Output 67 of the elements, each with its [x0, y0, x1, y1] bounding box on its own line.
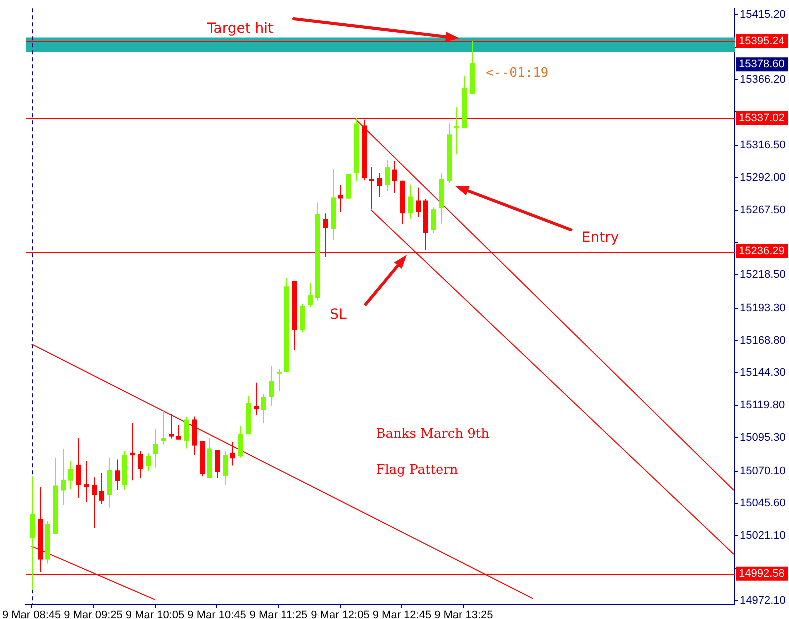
candlestick [385, 160, 390, 192]
candlestick [84, 460, 89, 502]
candlestick [230, 442, 235, 466]
y-tick-label: 14972.10 [740, 594, 786, 607]
annotation: Entry [582, 230, 620, 246]
y-tick-label: 15119.80 [740, 400, 786, 412]
ref-line-label: 14992.58 [739, 568, 785, 580]
candlestick [308, 283, 313, 308]
candlestick [408, 184, 413, 220]
candlestick [138, 450, 143, 479]
candlestick [184, 416, 189, 450]
x-tick-label: 9 Mar 10:45 [188, 610, 246, 619]
candlestick [115, 459, 120, 491]
x-tick-label: 9 Mar 09:25 [64, 610, 123, 619]
ref-line-label: 15236.29 [739, 246, 785, 258]
candlestick [176, 425, 181, 440]
candlestick [431, 207, 436, 234]
candlestick [454, 107, 459, 155]
annotation: Flag Pattern [376, 463, 459, 478]
candlestick [254, 382, 259, 416]
candlestick [215, 450, 220, 479]
y-tick-label: 15095.30 [740, 432, 786, 444]
candlestick [61, 448, 66, 506]
candlestick [338, 185, 343, 214]
text: 15378.60 [739, 58, 785, 71]
annotation: SL [330, 306, 348, 323]
candlestick [416, 187, 421, 218]
candlestick [92, 477, 97, 529]
y-tick-label: 15021.10 [740, 530, 786, 542]
y-tick-label: 15415.20 [740, 8, 786, 21]
x-tick-label: 9 Mar 08:45 [2, 610, 62, 619]
candlestick [377, 172, 382, 198]
candlestick [238, 426, 243, 458]
candlestick [261, 394, 266, 424]
candlestick [153, 429, 158, 468]
candlestick [277, 368, 282, 392]
y-tick-label: 15267.50 [740, 204, 786, 216]
y-tick-label: 15292.00 [740, 172, 786, 184]
y-tick-label: 15218.50 [740, 269, 786, 282]
candlestick [99, 472, 104, 504]
y-tick-label: 15168.80 [740, 334, 786, 347]
candlestick [146, 453, 151, 472]
annotation: Target hit [206, 21, 274, 38]
ref-line-label: 15395.24 [739, 35, 785, 48]
y-tick-label: 15070.10 [740, 465, 786, 478]
annotation: <--01:19 [486, 66, 549, 81]
x-tick-label: 9 Mar 12:45 [372, 610, 432, 619]
x-tick-label: 9 Mar 13:25 [434, 610, 494, 619]
candlestick [169, 414, 174, 440]
candlestick [392, 160, 397, 194]
candlestick [223, 450, 228, 486]
candlestick [161, 410, 166, 446]
candlestick [68, 460, 73, 490]
x-tick-label: 9 Mar 12:05 [311, 610, 370, 619]
candlestick [269, 366, 274, 406]
y-tick-label: 15045.60 [740, 498, 786, 510]
y-tick-label: 15144.30 [740, 367, 786, 380]
y-tick-label: 15366.20 [740, 74, 786, 86]
y-tick-label: 15316.50 [740, 140, 786, 152]
ref-line-label: 15337.02 [739, 112, 785, 124]
y-tick-label: 15193.30 [740, 302, 786, 314]
x-tick-label: 9 Mar 11:25 [250, 610, 308, 619]
candlestick [76, 438, 81, 499]
candlestick [130, 422, 135, 482]
candlestick [30, 476, 35, 591]
x-tick-label: 9 Mar 10:05 [126, 610, 185, 619]
annotation: Banks March 9th [376, 426, 490, 442]
